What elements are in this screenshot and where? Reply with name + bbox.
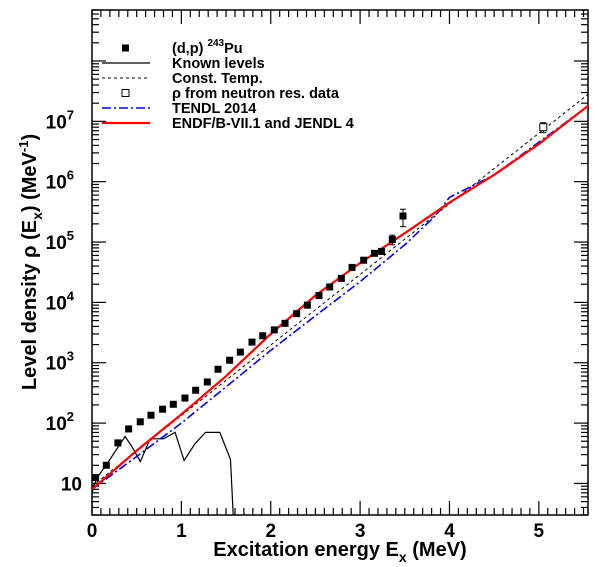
data-point — [147, 411, 155, 419]
data-point — [203, 378, 211, 386]
legend-label: ENDF/B-VII.1 and JENDL 4 — [172, 116, 354, 132]
data-point — [114, 439, 122, 447]
y-tick-label: 105 — [46, 228, 74, 254]
data-point — [136, 418, 144, 426]
data-point — [214, 365, 222, 373]
y-tick-label: 102 — [46, 409, 74, 435]
y-tick-label: 107 — [46, 107, 74, 133]
data-point — [259, 332, 267, 340]
series-line-solid-red — [92, 105, 588, 491]
data-point — [326, 283, 334, 291]
data-point — [388, 236, 396, 244]
y-tick-label: 104 — [46, 288, 75, 314]
data-point — [236, 348, 244, 356]
legend-label: (d,p) 243Pu — [172, 38, 243, 57]
data-point — [169, 400, 177, 408]
data-point — [399, 212, 407, 220]
series-line-dashdot-blue — [92, 105, 588, 490]
legend-marker-open-square — [121, 89, 130, 97]
legend-marker-filled-square — [122, 44, 129, 52]
data-point — [293, 310, 301, 318]
x-tick-label: 5 — [534, 521, 545, 542]
y-tick-label: 106 — [46, 168, 74, 194]
data-point — [360, 256, 368, 264]
legend-label: TENDL 2014 — [172, 101, 256, 117]
data-point — [370, 249, 378, 257]
legend-label: Known levels — [172, 56, 265, 72]
axis-tick-labels: 0 1 2 3 4 5 10 102 103 104 105 106 107 — [46, 107, 545, 542]
series-line-solid-black — [92, 431, 234, 515]
y-tick-label: 103 — [46, 349, 74, 375]
y-tick-label: 10 — [61, 474, 82, 495]
data-point — [281, 319, 289, 327]
x-tick-label: 4 — [444, 521, 455, 542]
x-axis-title: Excitation energy Ex (MeV) — [213, 539, 466, 565]
data-point — [192, 386, 200, 394]
legend-label: ρ from neutron res. data — [172, 86, 340, 102]
y-axis-title: Level density ρ (Ex) (MeV-1) — [16, 134, 45, 390]
data-point — [270, 326, 278, 334]
plot-frame — [91, 9, 589, 516]
legend-label: Const. Temp. — [172, 71, 263, 87]
x-tick-label: 0 — [87, 521, 98, 542]
data-point — [303, 301, 311, 309]
neutron-res-point — [539, 123, 548, 132]
data-point — [348, 263, 356, 271]
data-point — [102, 461, 110, 469]
data-point — [248, 338, 256, 346]
x-tick-label: 2 — [265, 521, 276, 542]
data-point — [315, 292, 323, 300]
data-point — [378, 247, 386, 255]
data-point — [125, 425, 133, 433]
data-point — [159, 405, 167, 413]
series-layer — [92, 94, 588, 515]
data-point — [226, 356, 234, 364]
x-tick-label: 1 — [176, 521, 187, 542]
x-tick-label: 3 — [355, 521, 366, 542]
data-point — [92, 474, 100, 482]
data-point — [181, 394, 189, 402]
data-point — [337, 274, 345, 282]
axis-ticks — [91, 9, 588, 516]
